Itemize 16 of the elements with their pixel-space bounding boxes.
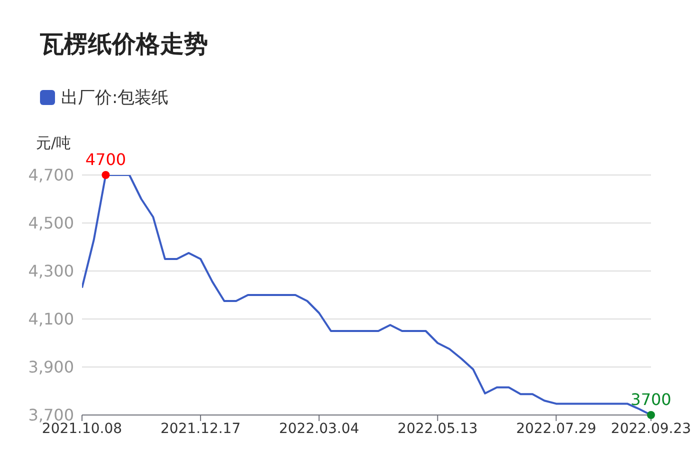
- y-tick-label: 4,700: [28, 166, 74, 185]
- x-tick-label: 2021.10.08: [42, 420, 122, 437]
- x-tick-label: 2022.09.23: [610, 420, 692, 437]
- x-tick-label: 2022.03.04: [278, 420, 360, 437]
- x-tick-label: 2022.07.29: [516, 420, 596, 437]
- x-tick-label: 2021.12.17: [160, 420, 241, 437]
- y-tick-label: 4,300: [28, 262, 74, 281]
- y-tick-label: 4,500: [28, 214, 74, 233]
- y-tick-label: 4,100: [28, 310, 74, 329]
- legend-label: 出厂价:包装纸: [60, 87, 169, 109]
- annotation: 4700: [85, 150, 126, 169]
- chart-title: 瓦楞纸价格走势: [40, 29, 208, 60]
- annotation: 3700: [630, 390, 672, 409]
- y-axis-title: 元/吨: [36, 134, 72, 153]
- x-tick-label: 2022.05.13: [398, 420, 478, 437]
- y-tick-label: 3,900: [28, 358, 74, 377]
